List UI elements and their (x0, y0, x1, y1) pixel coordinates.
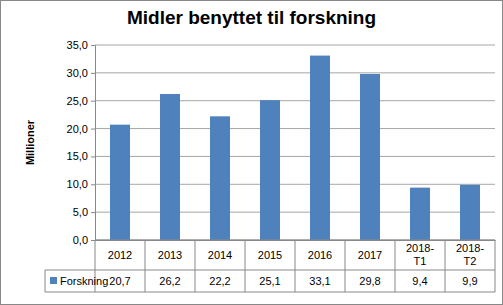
table-line (195, 240, 196, 292)
x-tick: 2016 (308, 240, 332, 261)
x-tick-label: 2015 (258, 249, 282, 261)
x-tick-label: 2016 (308, 249, 332, 261)
x-tick: 2014 (208, 240, 232, 261)
chart: Midler benyttet til forskning Millioner 0,… (0, 0, 503, 305)
bar (110, 125, 130, 240)
y-tick-label: 10,0 (67, 178, 88, 190)
table-line (495, 240, 496, 292)
bar (410, 188, 430, 240)
table-line (145, 240, 146, 292)
table-value: 9,4 (412, 275, 427, 287)
y-tick-label: 20,0 (67, 123, 88, 135)
y-tick-mark (91, 212, 95, 213)
legend-swatch (50, 277, 57, 284)
table-line (295, 240, 296, 292)
bar (210, 116, 230, 240)
y-tick-mark (91, 240, 95, 241)
x-tick-label: 2012 (108, 249, 132, 261)
grid-line (95, 72, 495, 73)
y-tick-mark (91, 129, 95, 130)
bar (260, 100, 280, 240)
bar (460, 185, 480, 240)
y-tick: 35,0 (67, 39, 95, 51)
table-line (245, 240, 246, 292)
y-tick-mark (91, 45, 95, 46)
y-tick-label: 0,0 (73, 234, 88, 246)
y-tick-label: 30,0 (67, 67, 88, 79)
y-tick: 10,0 (67, 178, 95, 190)
grid-line (95, 45, 495, 46)
x-axis: 2012 2013 2014 2015 2016 2017 2018-T1 2018-T2 (96, 240, 496, 267)
chart-border (1, 1, 503, 305)
y-tick: 0,0 (73, 234, 95, 246)
table-value: 29,8 (359, 275, 380, 287)
table-value: 20,7 (109, 275, 130, 287)
grid-line (95, 156, 495, 157)
y-tick-mark (91, 101, 95, 102)
x-tick: 2013 (158, 240, 182, 261)
y-tick-mark (91, 73, 95, 74)
table-line (45, 270, 46, 292)
table-value: 9,9 (462, 275, 477, 287)
x-tick-label: 2018-T2 (456, 242, 484, 267)
y-tick-label: 5,0 (73, 206, 88, 218)
title: Midler benyttet til forskning (127, 7, 376, 28)
y-tick: 5,0 (73, 206, 95, 218)
y-tick-mark (91, 156, 95, 157)
x-tick: 2012 (108, 240, 132, 261)
grid-line (95, 240, 495, 241)
grid-line (95, 128, 495, 129)
table-line (395, 240, 396, 292)
table-line (95, 240, 495, 241)
table-value: 26,2 (159, 275, 180, 287)
y-tick: 15,0 (67, 150, 95, 162)
table-line (445, 240, 446, 292)
data-table (45, 240, 495, 292)
x-axis-line (96, 240, 496, 241)
y-tick-label: 15,0 (67, 150, 88, 162)
bars (110, 56, 480, 240)
y-axis-line (91, 46, 96, 241)
table-value: 22,2 (209, 275, 230, 287)
y-tick-mark (91, 184, 95, 185)
y-tick-label: 25,0 (67, 95, 88, 107)
x-tick-label: 2017 (358, 249, 382, 261)
bar (310, 56, 330, 240)
grid-line (95, 184, 495, 185)
x-tick-label: 2014 (208, 249, 232, 261)
table-line (345, 240, 346, 292)
table-value: 25,1 (259, 275, 280, 287)
table-value: 33,1 (309, 275, 330, 287)
grid-line (95, 212, 495, 213)
y-tick: 30,0 (67, 67, 95, 79)
x-tick-label: 2018-T1 (406, 242, 434, 267)
y-tick: 25,0 (67, 95, 95, 107)
x-tick-label: 2013 (158, 249, 182, 261)
x-tick: 2015 (258, 240, 282, 261)
bar (360, 74, 380, 240)
x-tick: 2018-T2 (456, 240, 484, 267)
y-axis: 0,0 5,0 10,0 15,0 20,0 25,0 30,0 35,0 (67, 39, 96, 246)
legend-label: Forskning (60, 275, 108, 287)
bar (160, 94, 180, 240)
y-tick-label: 35,0 (67, 39, 88, 51)
grid (95, 45, 495, 240)
x-tick: 2017 (358, 240, 382, 261)
x-tick: 2018-T1 (406, 240, 434, 267)
table-line (45, 292, 495, 293)
y-axis-title: Millioner (24, 119, 36, 165)
grid-line (95, 100, 495, 101)
table-line (45, 270, 495, 271)
y-tick: 20,0 (67, 123, 95, 135)
